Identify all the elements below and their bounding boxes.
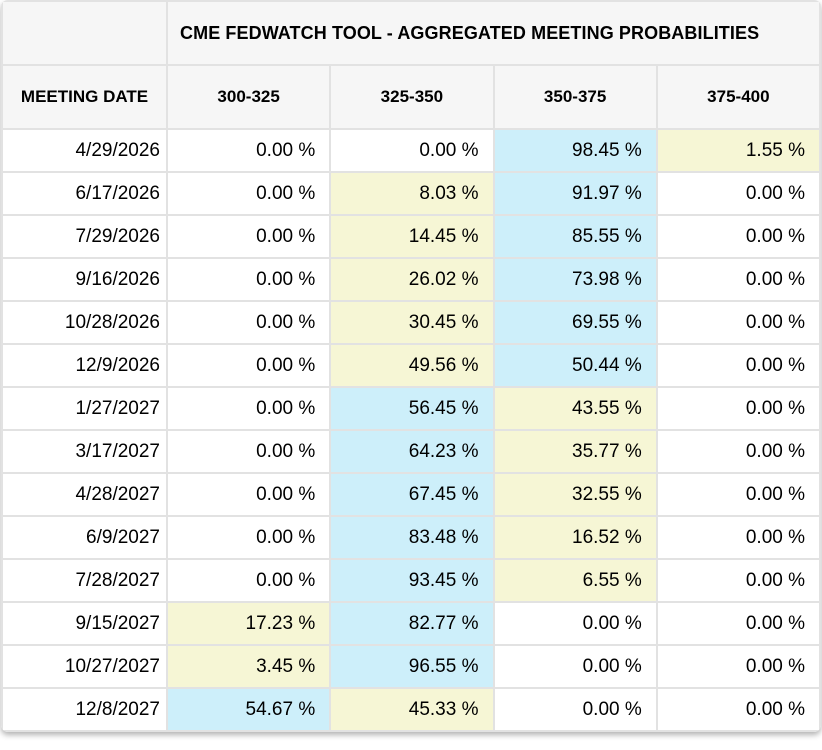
probability-cell: 64.23 % [329,429,495,474]
probability-cell: 93.45 % [329,558,495,603]
probability-cell: 0.00 % [492,601,658,646]
table-body: 4/29/2026 0.00 % 0.00 % 98.45 % 1.55 % 6/17/2… [1,128,821,732]
meeting-date-cell: 4/29/2026 [1,128,168,173]
probability-cell: 0.00 % [165,300,332,345]
probability-cell: 0.00 % [329,128,495,173]
meeting-date-cell: 6/17/2026 [1,171,168,216]
table-row: 4/28/2027 0.00 % 67.45 % 32.55 % 0.00 % [1,472,821,517]
probability-cell: 0.00 % [165,343,332,388]
probability-cell: 0.00 % [655,429,821,474]
table-title: CME FEDWATCH TOOL - AGGREGATED MEETING P… [166,0,821,66]
probability-cell: 54.67 % [165,687,332,732]
table-header: CME FEDWATCH TOOL - AGGREGATED MEETING P… [1,0,821,130]
title-row: CME FEDWATCH TOOL - AGGREGATED MEETING P… [1,0,821,66]
probability-cell: 1.55 % [655,128,821,173]
column-header-375-400: 375-400 [655,64,821,130]
meeting-date-cell: 12/8/2027 [1,687,168,732]
fedwatch-probabilities-table: CME FEDWATCH TOOL - AGGREGATED MEETING P… [1,0,821,732]
probability-cell: 6.55 % [492,558,658,603]
probability-cell: 56.45 % [329,386,495,431]
probability-cell: 43.55 % [492,386,658,431]
probability-cell: 96.55 % [329,644,495,689]
probability-cell: 35.77 % [492,429,658,474]
meeting-date-cell: 10/27/2027 [1,644,168,689]
probability-cell: 0.00 % [165,515,332,560]
probability-cell: 32.55 % [492,472,658,517]
meeting-date-cell: 9/15/2027 [1,601,168,646]
table-row: 3/17/2027 0.00 % 64.23 % 35.77 % 0.00 % [1,429,821,474]
table-row: 6/9/2027 0.00 % 83.48 % 16.52 % 0.00 % [1,515,821,560]
probability-cell: 85.55 % [492,214,658,259]
probability-cell: 83.48 % [329,515,495,560]
table-row: 7/29/2026 0.00 % 14.45 % 85.55 % 0.00 % [1,214,821,259]
meeting-date-cell: 7/29/2026 [1,214,168,259]
probability-cell: 14.45 % [329,214,495,259]
table-row: 9/15/2027 17.23 % 82.77 % 0.00 % 0.00 % [1,601,821,646]
corner-cell [1,0,168,66]
probability-cell: 0.00 % [655,644,821,689]
column-header-325-350: 325-350 [329,64,495,130]
probability-cell: 0.00 % [655,472,821,517]
probability-cell: 50.44 % [492,343,658,388]
probability-cell: 26.02 % [329,257,495,302]
fedwatch-table-container: CME FEDWATCH TOOL - AGGREGATED MEETING P… [1,0,821,732]
table-row: 1/27/2027 0.00 % 56.45 % 43.55 % 0.00 % [1,386,821,431]
table-row: 6/17/2026 0.00 % 8.03 % 91.97 % 0.00 % [1,171,821,216]
probability-cell: 98.45 % [492,128,658,173]
meeting-date-cell: 3/17/2027 [1,429,168,474]
probability-cell: 0.00 % [492,644,658,689]
probability-cell: 91.97 % [492,171,658,216]
meeting-date-cell: 10/28/2026 [1,300,168,345]
table-row: 10/28/2026 0.00 % 30.45 % 69.55 % 0.00 % [1,300,821,345]
probability-cell: 73.98 % [492,257,658,302]
probability-cell: 0.00 % [655,687,821,732]
column-header-350-375: 350-375 [492,64,658,130]
column-header-300-325: 300-325 [165,64,332,130]
meeting-date-cell: 9/16/2026 [1,257,168,302]
meeting-date-cell: 12/9/2026 [1,343,168,388]
table-row: 12/9/2026 0.00 % 49.56 % 50.44 % 0.00 % [1,343,821,388]
probability-cell: 0.00 % [655,171,821,216]
meeting-date-cell: 4/28/2027 [1,472,168,517]
probability-cell: 16.52 % [492,515,658,560]
probability-cell: 17.23 % [165,601,332,646]
probability-cell: 49.56 % [329,343,495,388]
probability-cell: 0.00 % [655,601,821,646]
probability-cell: 30.45 % [329,300,495,345]
column-header-meeting-date: MEETING DATE [1,64,168,130]
probability-cell: 0.00 % [655,515,821,560]
probability-cell: 0.00 % [165,257,332,302]
probability-cell: 67.45 % [329,472,495,517]
probability-cell: 0.00 % [165,128,332,173]
probability-cell: 0.00 % [655,300,821,345]
meeting-date-cell: 1/27/2027 [1,386,168,431]
probability-cell: 0.00 % [165,386,332,431]
meeting-date-cell: 7/28/2027 [1,558,168,603]
probability-cell: 8.03 % [329,171,495,216]
table-row: 7/28/2027 0.00 % 93.45 % 6.55 % 0.00 % [1,558,821,603]
probability-cell: 0.00 % [655,257,821,302]
probability-cell: 0.00 % [655,558,821,603]
probability-cell: 0.00 % [165,429,332,474]
probability-cell: 3.45 % [165,644,332,689]
table-row: 12/8/2027 54.67 % 45.33 % 0.00 % 0.00 % [1,687,821,732]
probability-cell: 0.00 % [165,558,332,603]
meeting-date-cell: 6/9/2027 [1,515,168,560]
probability-cell: 69.55 % [492,300,658,345]
probability-cell: 0.00 % [655,214,821,259]
probability-cell: 0.00 % [655,343,821,388]
probability-cell: 0.00 % [165,472,332,517]
probability-cell: 45.33 % [329,687,495,732]
probability-cell: 82.77 % [329,601,495,646]
table-row: 4/29/2026 0.00 % 0.00 % 98.45 % 1.55 % [1,128,821,173]
column-header-row: MEETING DATE 300-325 325-350 350-375 375… [1,64,821,130]
probability-cell: 0.00 % [655,386,821,431]
probability-cell: 0.00 % [492,687,658,732]
table-row: 10/27/2027 3.45 % 96.55 % 0.00 % 0.00 % [1,644,821,689]
probability-cell: 0.00 % [165,214,332,259]
probability-cell: 0.00 % [165,171,332,216]
table-row: 9/16/2026 0.00 % 26.02 % 73.98 % 0.00 % [1,257,821,302]
